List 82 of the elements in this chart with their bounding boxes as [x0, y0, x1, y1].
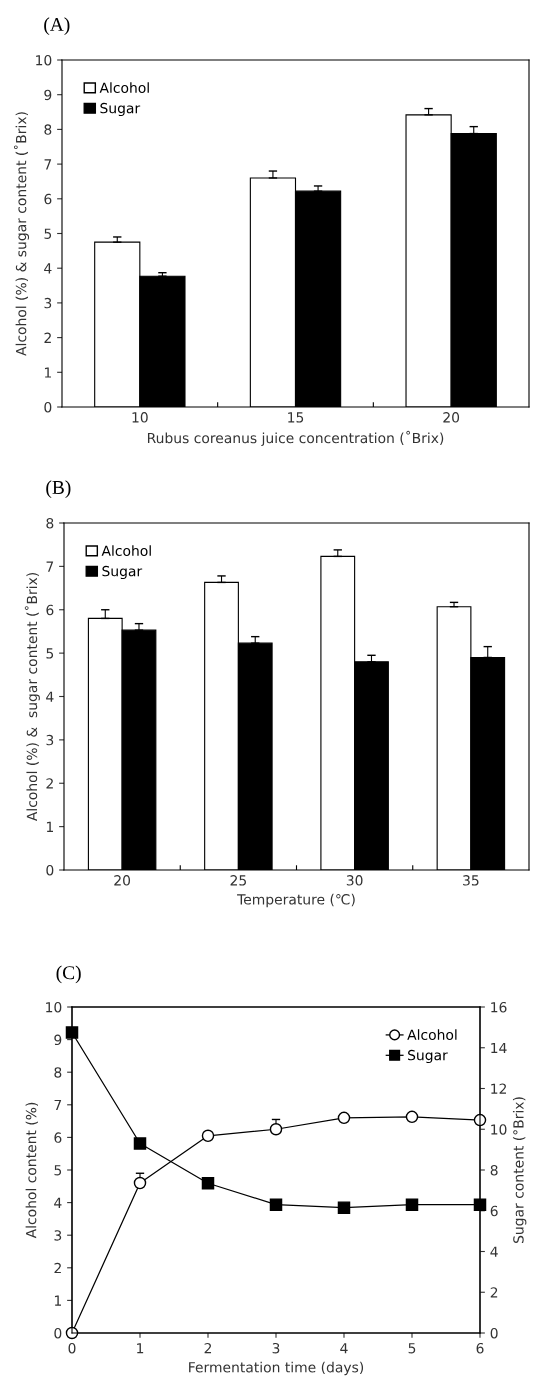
- y2-tick-label: 0: [490, 1327, 498, 1339]
- y2-axis-title: Sugar content (°Brix): [512, 1097, 527, 1243]
- x-tick-label: 1: [137, 1343, 144, 1354]
- y-tick-label: 5: [54, 1165, 62, 1176]
- point: [473, 1198, 487, 1211]
- y-tick-label: 1: [46, 821, 53, 832]
- x-tick-label: 15: [288, 412, 304, 423]
- point: [269, 1198, 283, 1211]
- y-tick-label: 9: [54, 1034, 62, 1046]
- y-tick-label: 6: [44, 193, 52, 205]
- x-axis-title: Temperature (℃): [237, 893, 355, 908]
- y-tick-label: 7: [54, 1099, 62, 1111]
- chart-title: (B): [46, 480, 71, 498]
- y-tick-label: 7: [46, 561, 54, 572]
- y-tick-label: 4: [46, 691, 54, 702]
- legend-label: Alcohol: [407, 1029, 457, 1040]
- y-tick-label: 7: [44, 159, 52, 170]
- point: [269, 1122, 283, 1136]
- point: [65, 1026, 79, 1039]
- legend-label: Alcohol: [101, 545, 151, 556]
- point: [337, 1201, 351, 1214]
- y2-tick-label: 16: [491, 1001, 507, 1013]
- legend-label: Sugar: [100, 102, 141, 117]
- point: [337, 1111, 351, 1125]
- point: [133, 1137, 147, 1150]
- y-tick-label: 2: [46, 778, 53, 789]
- x-tick-label: 0: [68, 1342, 76, 1354]
- y-tick-label: 3: [46, 734, 54, 746]
- y-tick-label: 6: [54, 1132, 62, 1143]
- y-tick-label: 8: [54, 1067, 62, 1078]
- y-tick-label: 10: [36, 54, 52, 66]
- y-axis-title: Alcohol content (%): [25, 1102, 38, 1239]
- x-tick-label: 2: [204, 1342, 212, 1354]
- y2-tick-label: 12: [491, 1083, 506, 1094]
- y-tick-label: 0: [46, 864, 54, 876]
- y-tick-label: 2: [44, 332, 51, 343]
- x-tick-label: 25: [230, 875, 246, 886]
- legend-label: Sugar: [102, 565, 143, 580]
- x-tick-label: 6: [476, 1342, 484, 1354]
- y-tick-label: 6: [46, 604, 54, 616]
- x-tick-label: 4: [340, 1343, 348, 1354]
- x-axis-title: Fermentation time (days): [189, 1361, 364, 1376]
- y-tick-label: 5: [46, 648, 54, 659]
- y2-tick-label: 4: [490, 1246, 498, 1257]
- y-tick-label: 3: [44, 297, 52, 309]
- y2-tick-label: 8: [490, 1164, 498, 1176]
- y-axis-title: Alcohol (%) & sugar content (˚Brix): [24, 573, 40, 822]
- y2-tick-label: 10: [491, 1124, 507, 1135]
- y2-tick-label: 6: [490, 1205, 498, 1217]
- y-tick-label: 3: [54, 1230, 62, 1241]
- x-tick-label: 30: [346, 875, 363, 886]
- y-tick-label: 1: [54, 1295, 61, 1306]
- y-tick-label: 5: [44, 228, 52, 239]
- y-tick-label: 1: [44, 367, 51, 378]
- x-tick-label: 35: [463, 875, 479, 886]
- y-tick-label: 8: [46, 517, 54, 529]
- y-tick-label: 10: [46, 1001, 62, 1013]
- y-axis-title: Alcohol (%) & sugar content (˚Brix): [13, 112, 30, 356]
- y-tick-label: 4: [44, 263, 52, 274]
- y-tick-label: 2: [54, 1262, 61, 1274]
- point: [201, 1129, 215, 1143]
- chart-title: (C): [56, 965, 81, 984]
- legend-label: Sugar: [408, 1049, 448, 1064]
- point: [405, 1198, 419, 1211]
- x-axis-title: Rubus coreanus juice concentration (˚Brix): [147, 430, 444, 446]
- x-tick-label: 5: [408, 1343, 416, 1354]
- point: [201, 1176, 215, 1190]
- x-tick-label: 20: [443, 412, 460, 423]
- point: [405, 1110, 419, 1124]
- chart-title: (A): [44, 17, 70, 35]
- y-tick-label: 4: [54, 1197, 62, 1208]
- y2-tick-label: 2: [490, 1287, 498, 1298]
- x-tick-label: 10: [132, 412, 148, 423]
- y-tick-label: 8: [44, 124, 52, 135]
- y-tick-label: 9: [44, 89, 52, 101]
- y-tick-label: 0: [54, 1327, 62, 1339]
- y2-tick-label: 14: [491, 1042, 507, 1054]
- point: [133, 1176, 147, 1190]
- x-tick-label: 20: [114, 875, 131, 886]
- legend-label: Alcohol: [99, 82, 149, 93]
- x-tick-label: 3: [272, 1342, 280, 1354]
- y-tick-label: 0: [44, 401, 52, 413]
